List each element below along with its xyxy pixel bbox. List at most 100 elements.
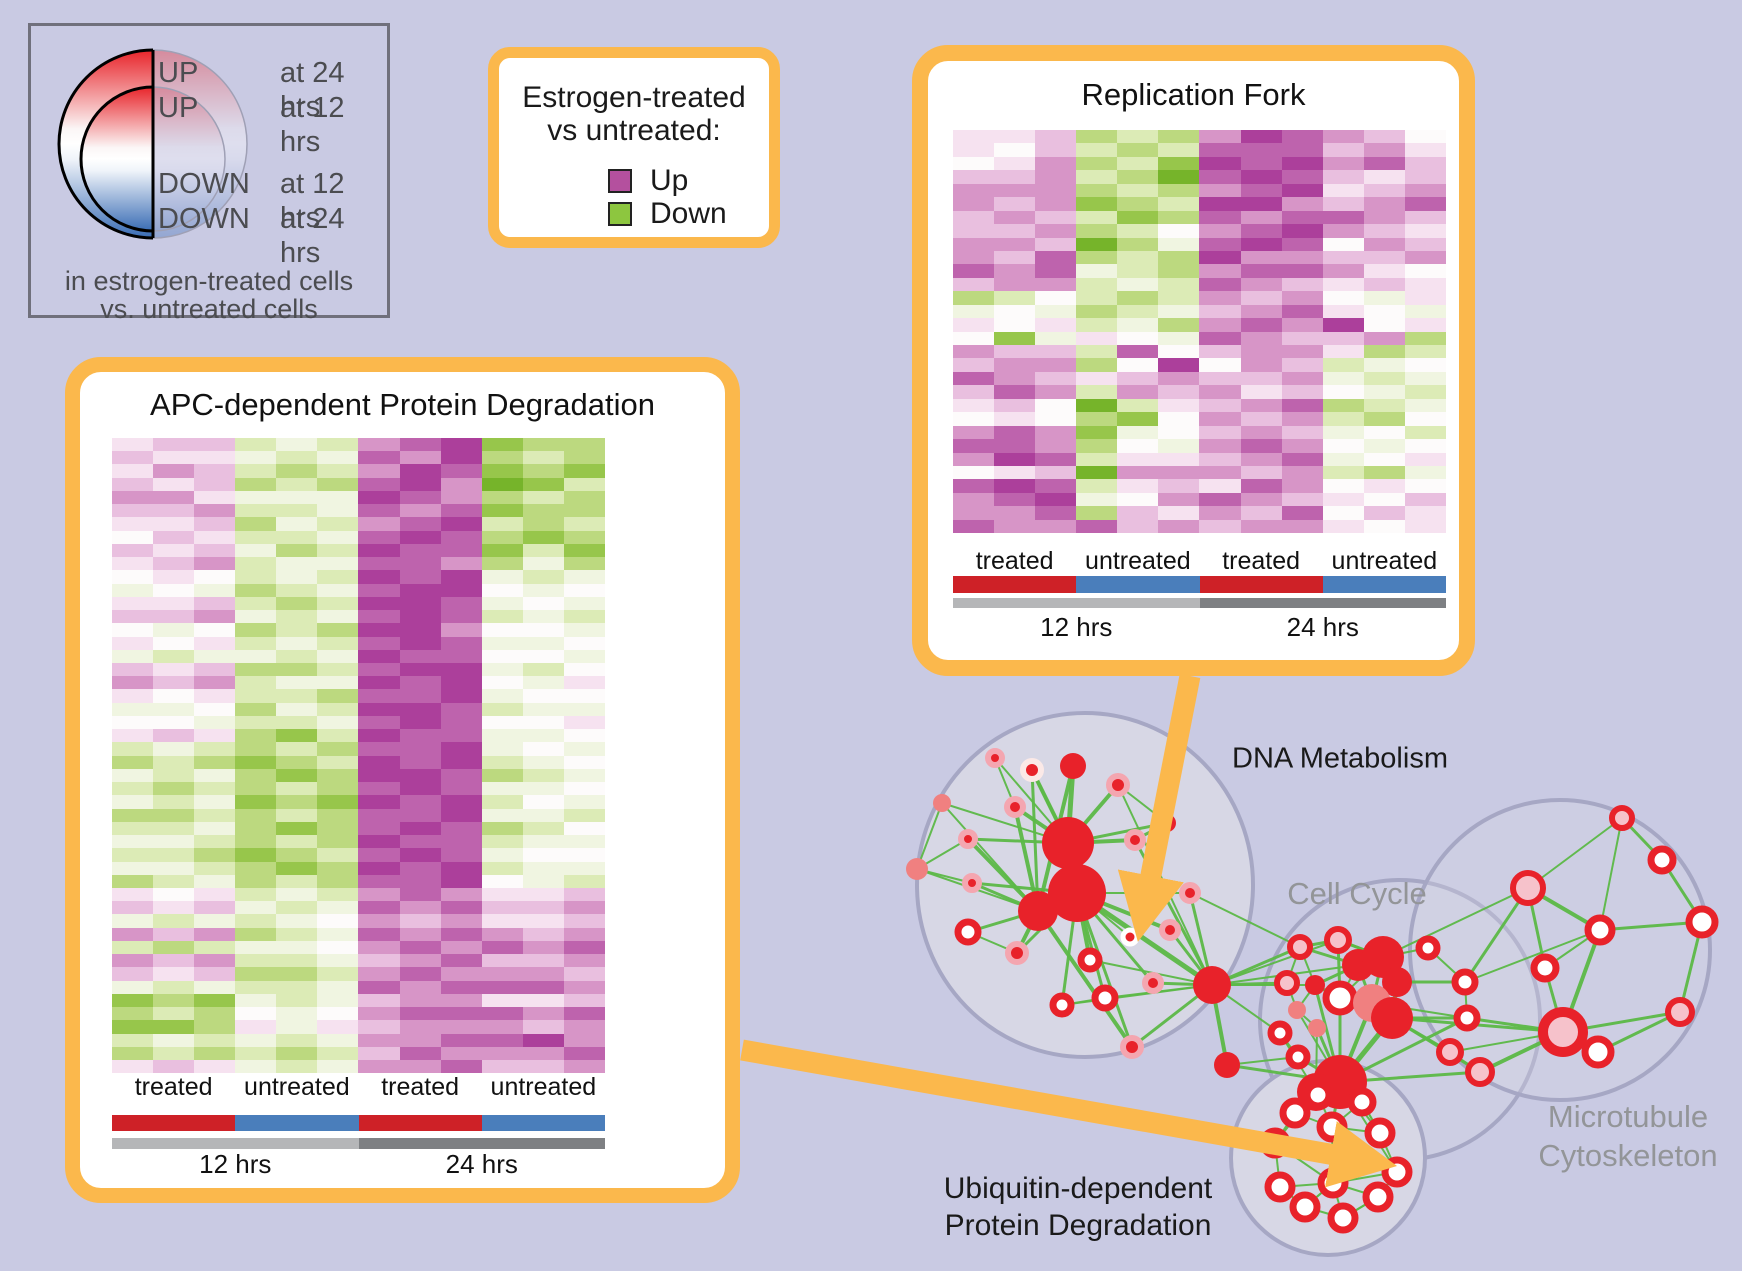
network-edge xyxy=(1314,963,1359,987)
network-edge xyxy=(916,868,1039,912)
heatmap-row xyxy=(112,914,605,928)
network-edge xyxy=(1449,1031,1564,1053)
heatmap-row xyxy=(112,927,605,941)
heatmap-row xyxy=(112,954,605,968)
flow-time-0: at 24 hrs xyxy=(280,57,345,123)
heatmap-row xyxy=(953,170,1446,184)
apc-heatmap xyxy=(112,438,605,1074)
updown-legend-title1: Estrogen-treated xyxy=(522,81,746,114)
heatmap-row xyxy=(112,1046,605,1061)
network-edge xyxy=(1336,939,1342,999)
network-edge xyxy=(1597,1010,1681,1054)
network-edge xyxy=(1060,892,1079,1006)
gene-node-donut xyxy=(1451,968,1479,996)
network-edge xyxy=(1279,1182,1334,1188)
heatmap-row xyxy=(953,183,1446,198)
network-edge xyxy=(994,757,1069,844)
apc-panel-title: APC-dependent Protein Degradation xyxy=(150,387,655,422)
network-edge xyxy=(1427,947,1466,983)
network-edge xyxy=(1075,892,1134,1048)
network-edge xyxy=(1294,1094,1319,1114)
network-edge xyxy=(1332,1182,1379,1198)
network-edge xyxy=(1315,1091,1319,1096)
network-edge xyxy=(1211,984,1281,1034)
gene-node-donut xyxy=(1267,1020,1293,1046)
heatmap-row xyxy=(112,940,605,955)
network-edge xyxy=(1066,783,1120,845)
network-edge xyxy=(1279,1032,1317,1093)
network-edge xyxy=(1274,1142,1281,1188)
network-edge xyxy=(967,931,1018,954)
heatmap-row xyxy=(112,583,605,597)
gene-node-pink-ring xyxy=(1106,773,1130,797)
time-bar-segment xyxy=(112,1138,359,1149)
network-edge xyxy=(1065,765,1076,844)
network-edge xyxy=(1331,1101,1363,1128)
heatmap-row xyxy=(953,277,1446,292)
gene-node-donut xyxy=(1685,905,1719,939)
network-edge xyxy=(1339,1081,1398,1173)
network-edge xyxy=(1339,996,1373,1005)
gene-node-donut xyxy=(1415,935,1441,961)
gene-node-donut xyxy=(1327,1202,1359,1234)
network-edge xyxy=(1381,956,1399,983)
heatmap-row xyxy=(112,596,605,611)
heatmap-row xyxy=(112,543,605,558)
gene-node-pink-solid xyxy=(1353,984,1391,1022)
network-edge xyxy=(1466,1016,1564,1034)
frame-right xyxy=(1742,0,1750,1279)
down-label: Down xyxy=(650,197,727,230)
treated-bar-segment xyxy=(112,1115,236,1131)
gene-node-pink-ring xyxy=(1004,796,1026,818)
cluster-bubble xyxy=(1408,798,1712,1102)
gene-node-solid xyxy=(1048,864,1106,922)
group-label: untreated xyxy=(244,1073,350,1101)
flow-word-2: DOWN xyxy=(158,168,250,200)
network-edge xyxy=(1279,1032,1299,1058)
gene-node-solid xyxy=(1214,1052,1240,1078)
network-edge xyxy=(1337,938,1384,959)
network-edge xyxy=(1332,1182,1344,1219)
flow-footer-line1: in estrogen-treated cells xyxy=(64,266,354,296)
network-edge xyxy=(1332,1171,1398,1184)
heatmap-row xyxy=(112,623,605,637)
network-edge xyxy=(1168,929,1214,986)
untreated-bar-segment xyxy=(1076,576,1200,593)
network-edge xyxy=(1463,887,1530,983)
heatmap-row xyxy=(953,345,1446,359)
network-edge xyxy=(1526,886,1602,932)
network-edge xyxy=(1382,947,1429,958)
gene-node-donut xyxy=(1259,1127,1291,1159)
cluster-bubble xyxy=(1229,1059,1427,1257)
heatmap-row xyxy=(112,557,605,571)
gene-node-donut xyxy=(1264,1171,1296,1203)
gene-node-donut-big xyxy=(1538,1007,1588,1057)
heatmap-row xyxy=(112,808,605,822)
apc-time-labels: 12 hrs 24 hrs xyxy=(112,1149,605,1179)
network-edge xyxy=(1338,1002,1374,1083)
down-swatch xyxy=(608,202,632,226)
heatmap-row xyxy=(112,702,605,716)
network-edge xyxy=(1315,1027,1318,1093)
gene-node-pink-ring xyxy=(1142,972,1164,994)
gene-node-pink-ring xyxy=(958,829,978,849)
flow-time-1: at 12 hrs xyxy=(280,92,345,158)
flow-word-0: UP xyxy=(158,57,199,89)
gene-node-donut-pink xyxy=(1274,970,1300,996)
network-edge xyxy=(1286,946,1301,984)
gene-node-donut xyxy=(1049,992,1075,1018)
cluster-label: Cell Cycle xyxy=(1287,876,1427,911)
network-edge xyxy=(1314,1078,1342,1096)
gene-node-pink-solid xyxy=(1288,1001,1306,1019)
network-edge xyxy=(1013,805,1070,845)
gene-node-solid xyxy=(1313,1055,1367,1109)
heatmap-row xyxy=(953,156,1446,171)
heatmap-row xyxy=(953,439,1446,453)
heatmap-row xyxy=(112,755,605,769)
faded-right-half xyxy=(153,50,247,238)
gene-node-solid xyxy=(1193,966,1231,1004)
network-edge xyxy=(1361,1101,1381,1134)
network-edge xyxy=(1599,817,1623,931)
gene-node-donut xyxy=(1077,947,1103,973)
